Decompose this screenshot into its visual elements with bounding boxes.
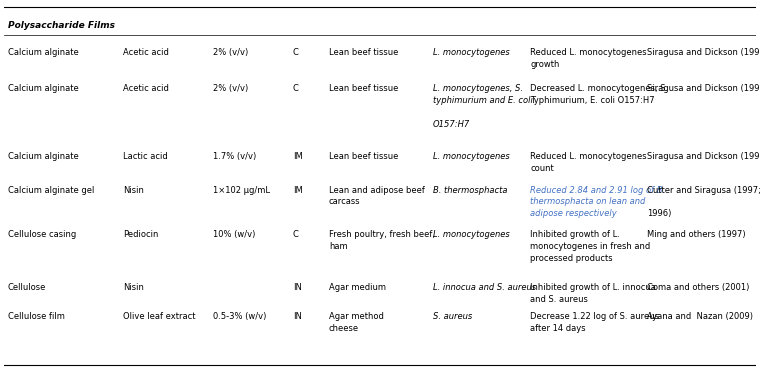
Text: processed products: processed products: [530, 254, 613, 263]
Text: L. monocytogenes: L. monocytogenes: [432, 48, 509, 57]
Text: Calcium alginate gel: Calcium alginate gel: [8, 186, 94, 194]
Text: Coma and others (2001): Coma and others (2001): [647, 283, 749, 292]
Text: adipose respectively: adipose respectively: [530, 209, 617, 218]
Text: after 14 days: after 14 days: [530, 324, 586, 333]
Text: ham: ham: [329, 242, 347, 251]
Text: 1×102 μg/mL: 1×102 μg/mL: [213, 186, 270, 194]
Text: 1996): 1996): [647, 209, 672, 218]
Text: Inhibited growth of L.: Inhibited growth of L.: [530, 230, 620, 239]
Text: Cellulose film: Cellulose film: [8, 312, 65, 321]
Text: B. thermosphacta: B. thermosphacta: [432, 186, 507, 194]
Text: Polysaccharide Films: Polysaccharide Films: [8, 21, 115, 30]
Text: typhimurium and E. coli: typhimurium and E. coli: [432, 96, 533, 105]
Text: L. innocua and S. aureus: L. innocua and S. aureus: [432, 283, 536, 292]
Text: C: C: [293, 48, 299, 57]
Text: Siragusa and Dickson (1993): Siragusa and Dickson (1993): [647, 85, 760, 93]
Text: Cellulose: Cellulose: [8, 283, 46, 292]
Text: Reduced 2.84 and 2.91 log of B.: Reduced 2.84 and 2.91 log of B.: [530, 186, 666, 194]
Text: Olive leaf extract: Olive leaf extract: [122, 312, 195, 321]
Text: C: C: [293, 85, 299, 93]
Text: Nisin: Nisin: [122, 283, 144, 292]
Text: Lean beef tissue: Lean beef tissue: [329, 85, 398, 93]
Text: S. aureus: S. aureus: [432, 312, 472, 321]
Text: Fresh poultry, fresh beef,: Fresh poultry, fresh beef,: [329, 230, 435, 239]
Text: IM: IM: [293, 152, 302, 161]
Text: IN: IN: [293, 312, 302, 321]
Text: Inhibited growth of L. innocua: Inhibited growth of L. innocua: [530, 283, 657, 292]
Text: 2% (v/v): 2% (v/v): [213, 48, 249, 57]
Text: C: C: [293, 230, 299, 239]
Text: Cutter and Siragusa (1997;: Cutter and Siragusa (1997;: [647, 186, 760, 194]
Text: O157:H7: O157:H7: [432, 120, 470, 129]
Text: IM: IM: [293, 186, 302, 194]
Text: monocytogenes in fresh and: monocytogenes in fresh and: [530, 242, 651, 251]
Text: L. monocytogenes, S.: L. monocytogenes, S.: [432, 85, 523, 93]
Text: Lactic acid: Lactic acid: [122, 152, 167, 161]
Text: Reduced L. monocytogenes: Reduced L. monocytogenes: [530, 152, 647, 161]
Text: count: count: [530, 164, 554, 173]
Text: growth: growth: [530, 59, 560, 69]
Text: Lean and adipose beef: Lean and adipose beef: [329, 186, 425, 194]
Text: Agar method: Agar method: [329, 312, 384, 321]
Text: thermosphacta on lean and: thermosphacta on lean and: [530, 197, 646, 206]
Text: IN: IN: [293, 283, 302, 292]
Text: L. monocytogenes: L. monocytogenes: [432, 230, 509, 239]
Text: Agar medium: Agar medium: [329, 283, 386, 292]
Text: 10% (w/v): 10% (w/v): [213, 230, 255, 239]
Text: Calcium alginate: Calcium alginate: [8, 48, 78, 57]
Text: Cellulose casing: Cellulose casing: [8, 230, 76, 239]
Text: L. monocytogenes: L. monocytogenes: [432, 152, 509, 161]
Text: Siragusa and Dickson (1992): Siragusa and Dickson (1992): [647, 48, 760, 57]
Text: cheese: cheese: [329, 324, 359, 333]
Text: 2% (v/v): 2% (v/v): [213, 85, 249, 93]
Text: and S. aureus: and S. aureus: [530, 295, 588, 303]
Text: carcass: carcass: [329, 197, 360, 206]
Text: Lean beef tissue: Lean beef tissue: [329, 152, 398, 161]
Text: 0.5-3% (w/v): 0.5-3% (w/v): [213, 312, 266, 321]
Text: Lean beef tissue: Lean beef tissue: [329, 48, 398, 57]
Text: Siragusa and Dickson (1992): Siragusa and Dickson (1992): [647, 152, 760, 161]
Text: Ming and others (1997): Ming and others (1997): [647, 230, 746, 239]
Text: 1.7% (v/v): 1.7% (v/v): [213, 152, 256, 161]
Text: Typhimurium, E. coli O157:H7: Typhimurium, E. coli O157:H7: [530, 96, 655, 105]
Text: Ayana and  Nazan (2009): Ayana and Nazan (2009): [647, 312, 753, 321]
Text: Decreased L. monocytogenes, S.: Decreased L. monocytogenes, S.: [530, 85, 669, 93]
Text: Acetic acid: Acetic acid: [122, 85, 169, 93]
Text: Pediocin: Pediocin: [122, 230, 158, 239]
Text: Nisin: Nisin: [122, 186, 144, 194]
Text: Calcium alginate: Calcium alginate: [8, 152, 78, 161]
Text: Reduced L. monocytogenes: Reduced L. monocytogenes: [530, 48, 647, 57]
Text: Acetic acid: Acetic acid: [122, 48, 169, 57]
Text: Decrease 1.22 log of S. aureus: Decrease 1.22 log of S. aureus: [530, 312, 660, 321]
Text: Calcium alginate: Calcium alginate: [8, 85, 78, 93]
